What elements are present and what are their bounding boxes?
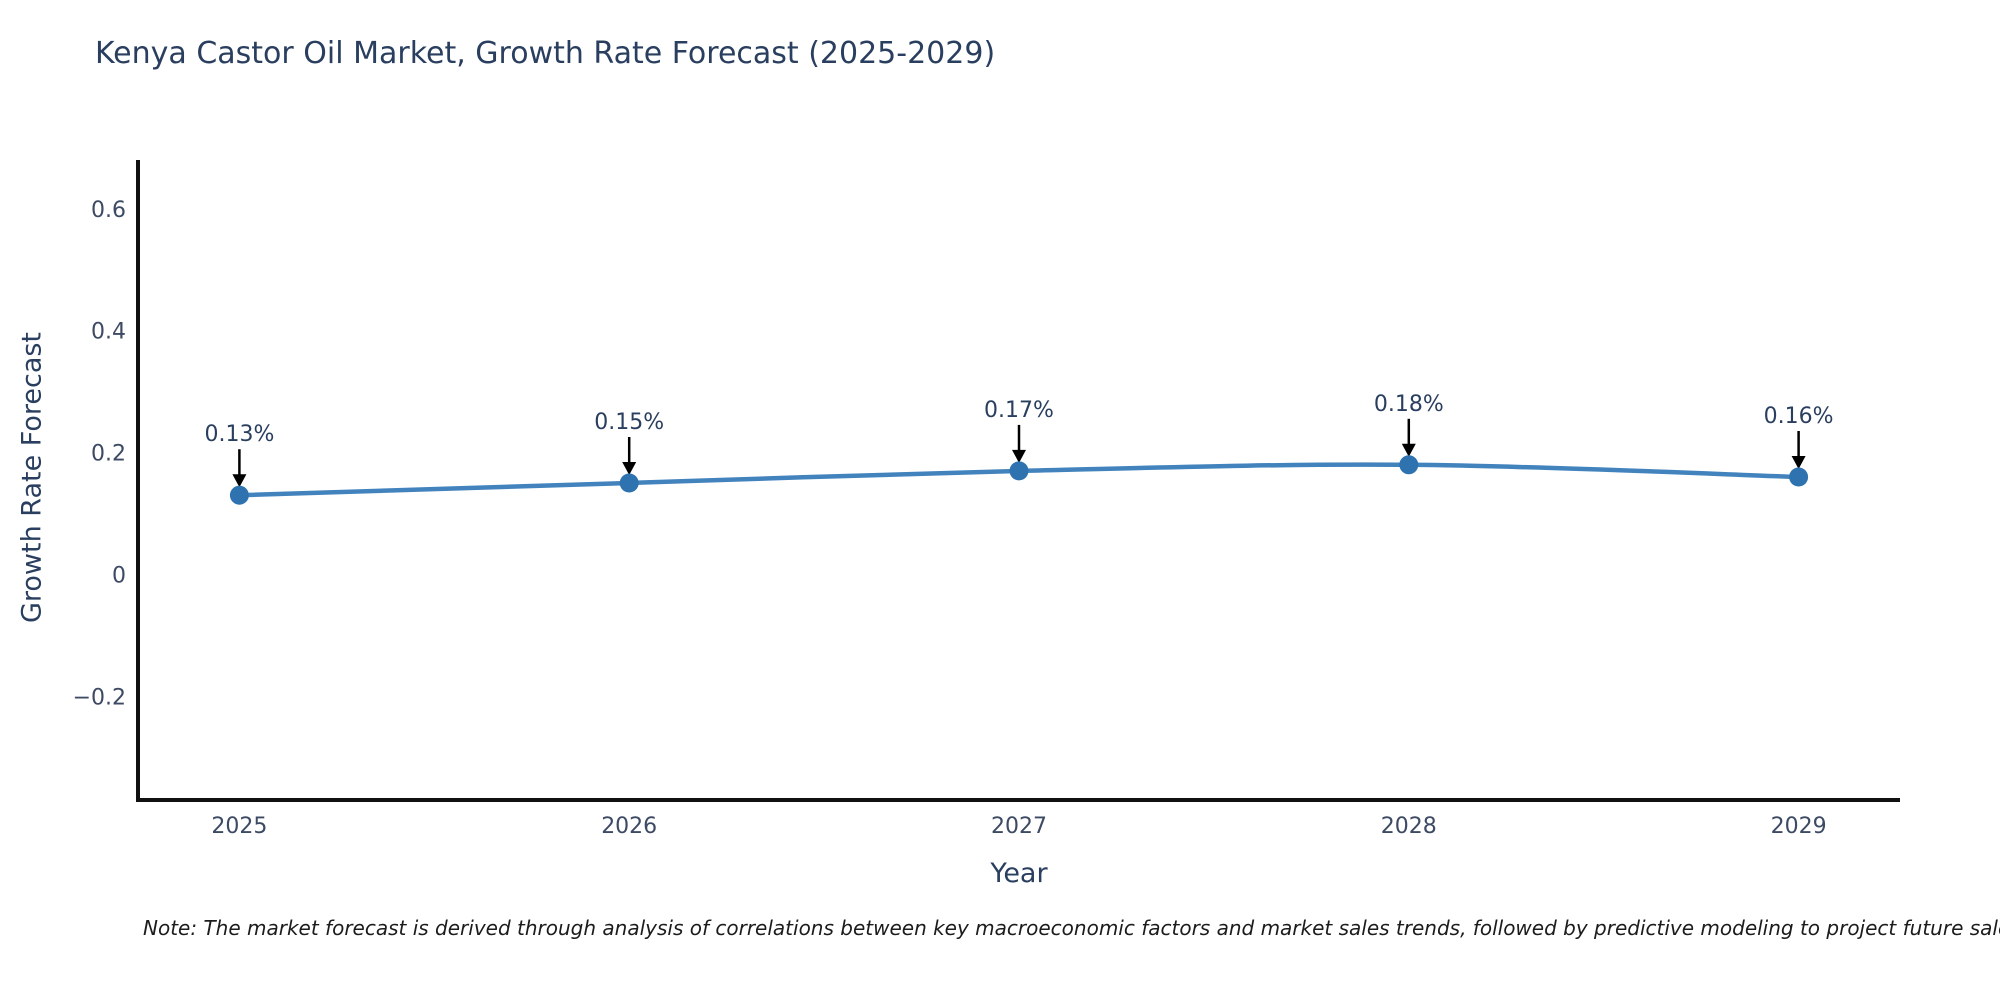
x-axis-title: Year	[990, 858, 1048, 889]
data-point-label: 0.18%	[1374, 392, 1444, 417]
data-point-marker	[619, 473, 639, 493]
annotation-arrowhead	[1401, 443, 1416, 457]
y-tick-label: 0.6	[91, 198, 126, 223]
x-tick-label: 2027	[991, 814, 1047, 839]
data-point-marker	[1399, 455, 1419, 475]
annotation-arrowhead	[1012, 449, 1026, 463]
data-point-marker	[229, 485, 249, 505]
annotation-arrowhead	[232, 474, 247, 488]
y-tick-label: −0.2	[73, 685, 126, 710]
data-point-marker	[1789, 467, 1809, 487]
y-tick-label: 0	[112, 564, 126, 589]
y-axis-title: Growth Rate Forecast	[16, 331, 48, 624]
x-tick-label: 2025	[211, 814, 267, 839]
data-point-label: 0.17%	[984, 398, 1054, 423]
data-point-label: 0.13%	[204, 422, 274, 447]
annotation-arrowhead	[622, 462, 637, 475]
x-tick-label: 2029	[1771, 814, 1827, 839]
x-tick-label: 2028	[1381, 814, 1437, 839]
data-point-marker	[1009, 461, 1029, 481]
data-point-label: 0.15%	[594, 410, 664, 435]
x-tick-label: 2026	[601, 814, 657, 839]
chart-title: Kenya Castor Oil Market, Growth Rate For…	[95, 36, 996, 71]
annotation-arrowhead	[1791, 456, 1806, 469]
y-tick-label: 0.2	[91, 442, 126, 467]
y-tick-label: 0.4	[91, 320, 126, 345]
footnote: Note: The market forecast is derived thr…	[143, 916, 2000, 940]
data-point-label: 0.16%	[1764, 404, 1834, 429]
